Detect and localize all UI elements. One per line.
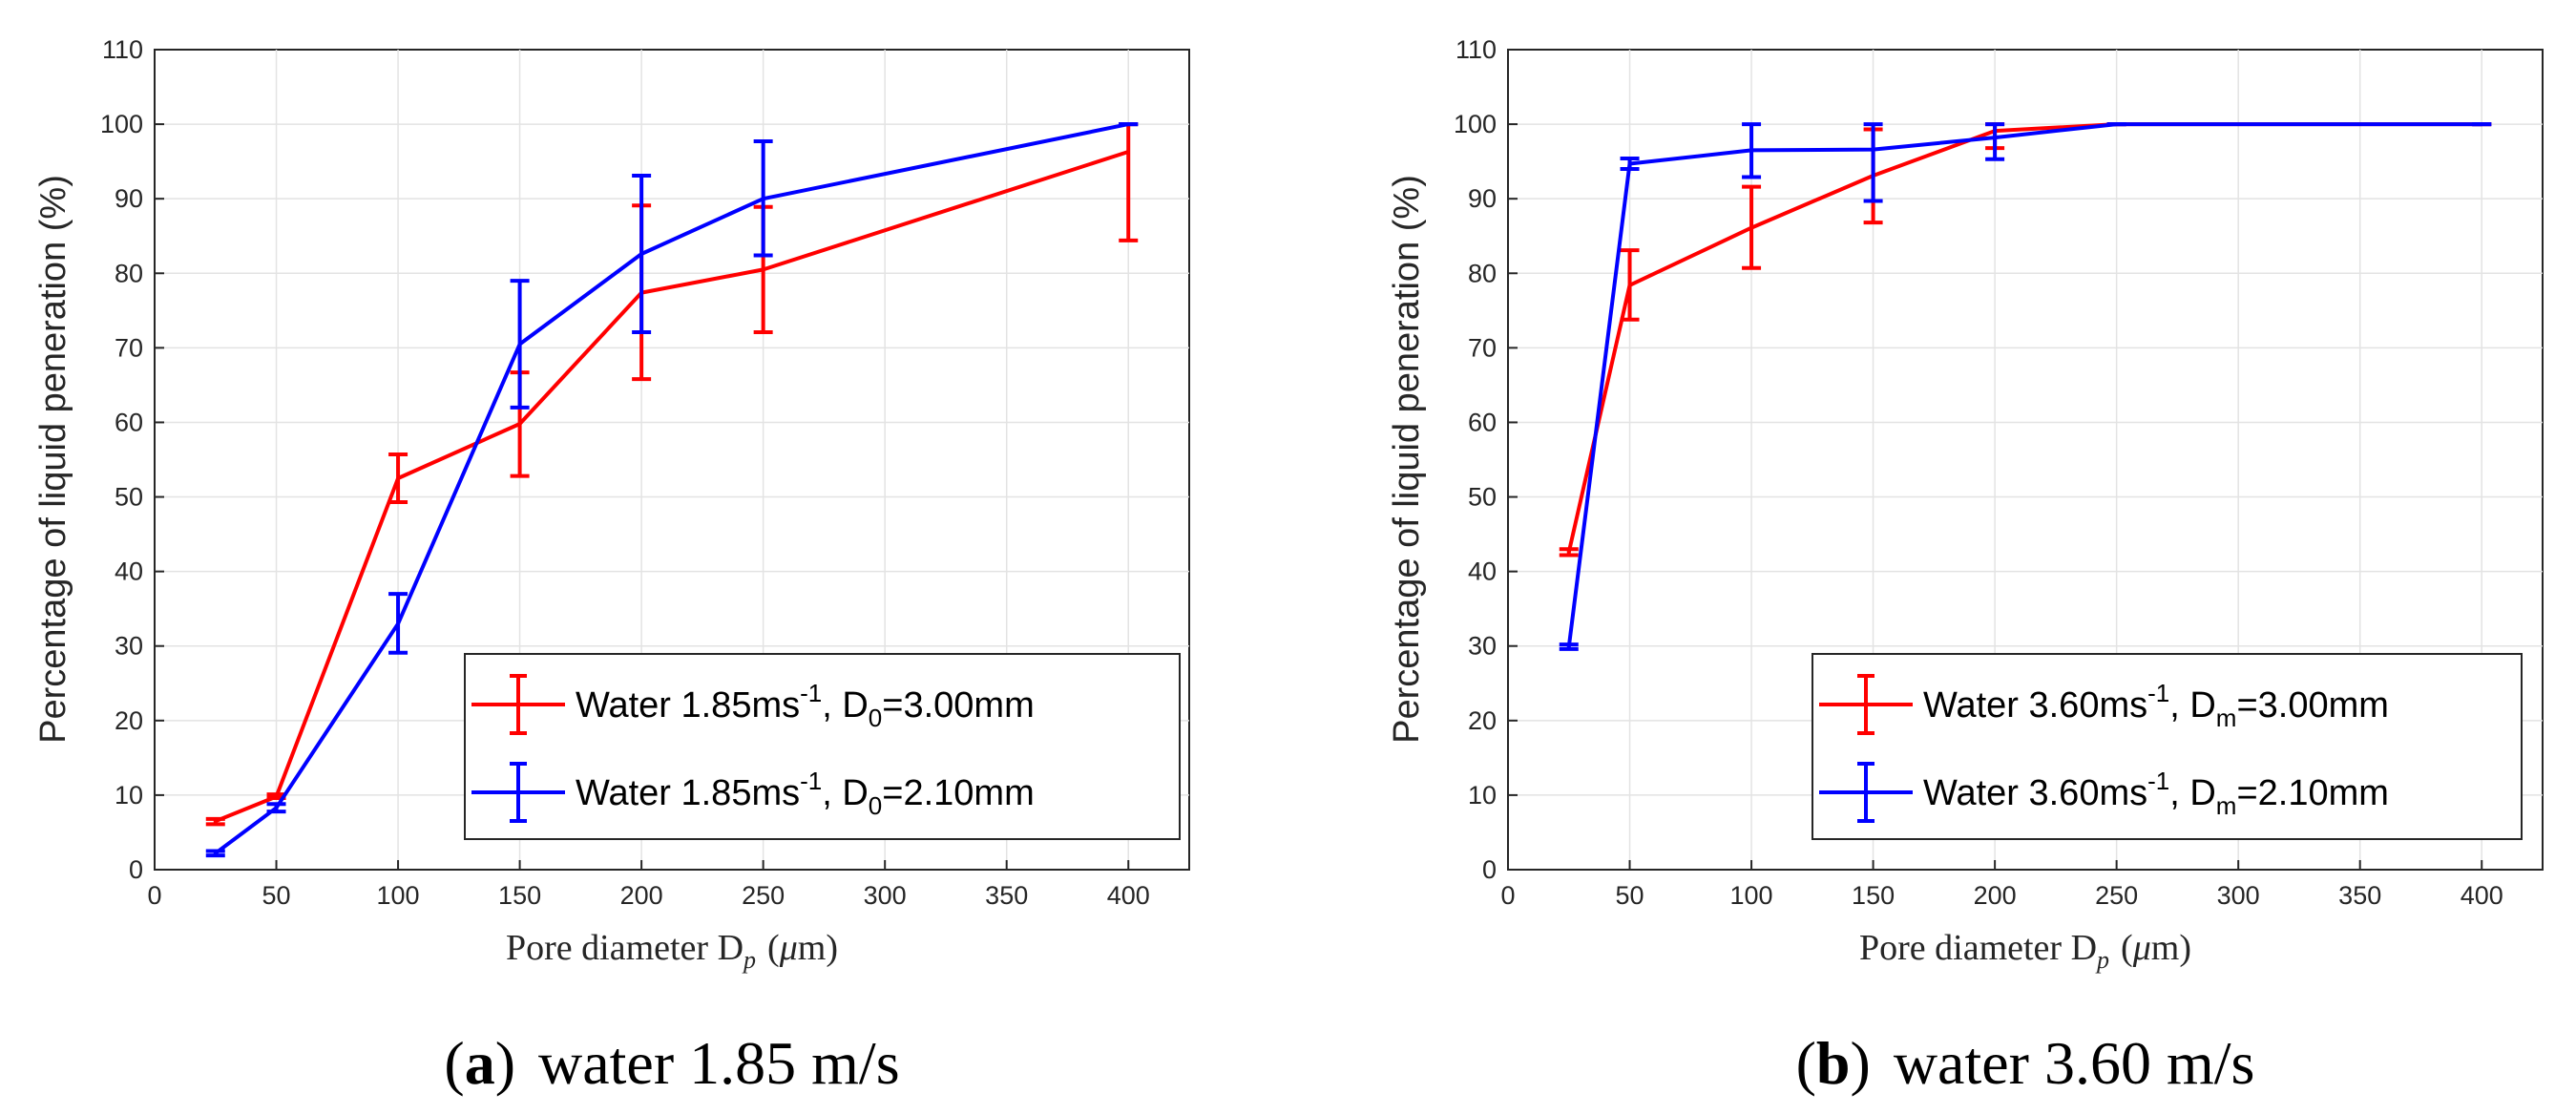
x-ticks: 0 50 100 150 200 250 300 350 400 bbox=[1500, 860, 2503, 910]
y-tick-label: 100 bbox=[1454, 110, 1497, 138]
y-tick-label: 0 bbox=[1482, 855, 1497, 884]
x-tick-label: 250 bbox=[2095, 881, 2138, 910]
legend-item-red: Water 1.85ms-1, D0=3.00mm bbox=[471, 674, 1035, 735]
y-tick-label: 110 bbox=[1456, 35, 1497, 64]
y-axis-label: Percentage of liquid peneration (%) bbox=[1387, 175, 1427, 744]
plot-area bbox=[1559, 122, 2492, 651]
error-bar bbox=[1742, 184, 1762, 270]
y-tick-label: 10 bbox=[1468, 781, 1497, 810]
y-tick-label: 60 bbox=[115, 408, 143, 436]
x-tick-label: 400 bbox=[2461, 881, 2503, 910]
y-tick-label: 70 bbox=[115, 333, 143, 362]
y-tick-label: 40 bbox=[115, 558, 143, 586]
x-axis-label: Pore diameter Dp (μm) bbox=[1859, 928, 2191, 974]
x-tick-label: 250 bbox=[742, 881, 785, 910]
error-bar bbox=[1559, 642, 1579, 651]
x-tick-label: 50 bbox=[262, 881, 291, 910]
y-tick-label: 30 bbox=[115, 632, 143, 661]
x-tick-label: 200 bbox=[1974, 881, 2017, 910]
x-tick-label: 150 bbox=[1852, 881, 1895, 910]
error-bar bbox=[1620, 248, 1640, 322]
x-axis-label: Pore diameter Dp (μm) bbox=[506, 928, 838, 974]
error-bar bbox=[1742, 122, 1762, 179]
x-tick-label: 0 bbox=[147, 881, 161, 910]
y-tick-label: 80 bbox=[115, 259, 143, 287]
x-tick-label: 50 bbox=[1616, 881, 1644, 910]
legend-item-blue: Water 3.60ms-1, Dm=2.10mm bbox=[1819, 762, 2389, 823]
y-tick-label: 50 bbox=[1468, 483, 1497, 512]
x-tick-label: 200 bbox=[620, 881, 663, 910]
error-bar bbox=[388, 452, 408, 505]
y-tick-label: 40 bbox=[1468, 558, 1497, 586]
legend-box bbox=[1812, 653, 2523, 840]
y-axis-label: Percentage of liquid peneration (%) bbox=[33, 175, 73, 744]
error-bar bbox=[510, 279, 530, 410]
legend-label-blue: Water 3.60ms-1, Dm=2.10mm bbox=[1923, 767, 2389, 820]
error-bar bbox=[266, 802, 286, 814]
legend-box bbox=[464, 653, 1181, 840]
y-tick-label: 10 bbox=[115, 781, 143, 810]
error-bar bbox=[205, 816, 225, 827]
y-tick-label: 20 bbox=[1468, 706, 1497, 735]
x-tick-label: 350 bbox=[2338, 881, 2381, 910]
plot-area bbox=[205, 122, 1139, 858]
y-tick-label: 30 bbox=[1468, 632, 1497, 661]
x-tick-label: 300 bbox=[2217, 881, 2260, 910]
x-tick-label: 150 bbox=[498, 881, 541, 910]
y-tick-label: 100 bbox=[100, 110, 143, 138]
x-ticks: 0 50 100 150 200 250 300 350 400 bbox=[147, 860, 1150, 910]
x-tick-label: 300 bbox=[864, 881, 907, 910]
x-tick-label: 350 bbox=[985, 881, 1028, 910]
y-ticks: 0 10 20 30 40 50 60 70 80 90 100 110 bbox=[100, 35, 164, 884]
y-tick-label: 90 bbox=[1468, 184, 1497, 213]
error-bar bbox=[388, 592, 408, 655]
y-tick-label: 80 bbox=[1468, 259, 1497, 287]
error-bar bbox=[1985, 122, 2005, 161]
legend: Water 1.85ms-1, D0=3.00mm Water 1.85ms-1… bbox=[464, 653, 1181, 840]
y-ticks: 0 10 20 30 40 50 60 70 80 90 100 110 bbox=[1454, 35, 1518, 884]
legend-label-red: Water 1.85ms-1, D0=3.00mm bbox=[576, 679, 1035, 732]
panel-caption: (a) water 1.85 m/s bbox=[444, 1029, 899, 1097]
y-tick-label: 110 bbox=[102, 35, 143, 64]
x-tick-label: 400 bbox=[1107, 881, 1150, 910]
legend-label-red: Water 3.60ms-1, Dm=3.00mm bbox=[1923, 679, 2389, 732]
y-tick-label: 0 bbox=[129, 855, 143, 884]
x-tick-label: 100 bbox=[377, 881, 420, 910]
y-tick-label: 70 bbox=[1468, 333, 1497, 362]
legend: Water 3.60ms-1, Dm=3.00mm Water 3.60ms-1… bbox=[1812, 653, 2523, 840]
error-bar bbox=[1620, 157, 1640, 171]
error-bar bbox=[753, 139, 773, 258]
y-tick-label: 20 bbox=[115, 706, 143, 735]
error-bar bbox=[1863, 122, 1883, 203]
legend-label-blue: Water 1.85ms-1, D0=2.10mm bbox=[576, 767, 1035, 820]
x-tick-label: 100 bbox=[1730, 881, 1773, 910]
y-tick-label: 90 bbox=[115, 184, 143, 213]
y-tick-label: 60 bbox=[1468, 408, 1497, 436]
error-bar bbox=[205, 849, 225, 858]
panel-a: 0 50 100 150 200 250 300 350 400 0 10 20 30 40 50 60 70… bbox=[33, 35, 1190, 1097]
error-bar bbox=[1559, 547, 1579, 558]
y-tick-label: 50 bbox=[115, 483, 143, 512]
error-bar bbox=[632, 173, 652, 334]
legend-item-blue: Water 1.85ms-1, D0=2.10mm bbox=[471, 762, 1035, 823]
legend-item-red: Water 3.60ms-1, Dm=3.00mm bbox=[1819, 674, 2389, 735]
x-tick-label: 0 bbox=[1500, 881, 1515, 910]
panel-caption: (b) water 3.60 m/s bbox=[1796, 1029, 2255, 1097]
panel-b: 0 50 100 150 200 250 300 350 400 0 10 20 30 40 50 60 70… bbox=[1387, 35, 2544, 1097]
